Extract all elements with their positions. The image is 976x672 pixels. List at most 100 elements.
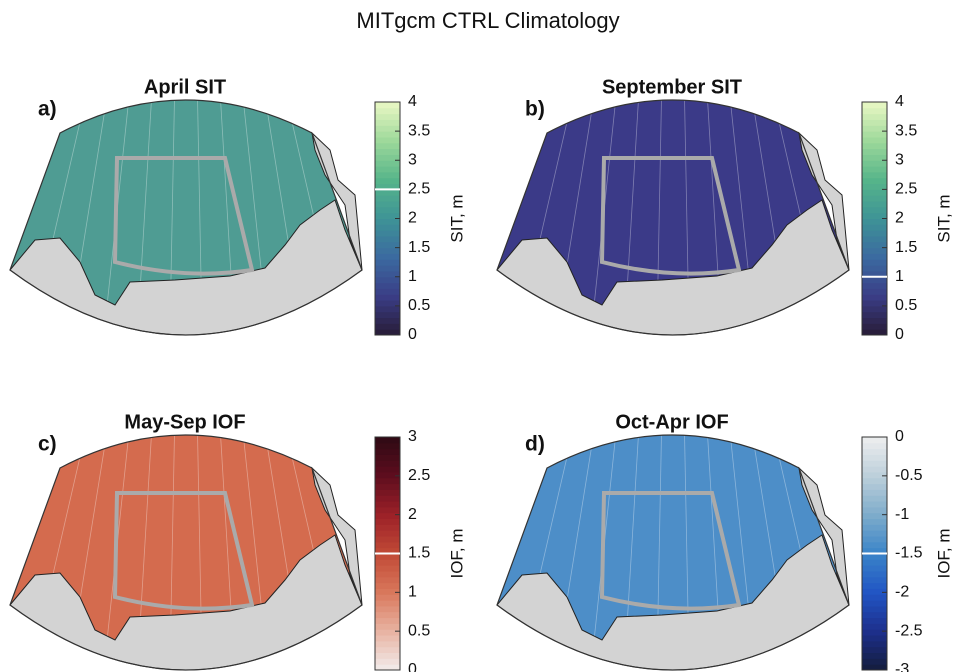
colorbar-tick-label: 2.5 [408,181,430,198]
colorbar-segment [375,635,400,642]
figure-title: MITgcm CTRL Climatology [356,8,619,33]
colorbar-segment [862,635,887,642]
colorbar-segment [375,323,400,330]
colorbar-tick-label: 3 [895,151,904,168]
colorbar-segment [862,206,887,214]
colorbar-segment [375,206,400,214]
colorbar-segment [862,646,887,654]
colorbar-segment [375,640,400,648]
colorbar-tick-label: 3.5 [408,122,430,139]
panel: b) September SIT 0 0.5 1 1.5 2 2.5 3 3.5 4 SIT, m [496,76,953,343]
colorbar-segment [375,224,400,231]
colorbar-segment [862,235,887,243]
colorbar-segment [375,442,400,450]
colorbar-tick-label: 3 [408,428,417,445]
colorbar-segment [375,460,400,467]
panel-title: Oct-Apr IOF [615,411,728,433]
panel-title: April SIT [144,76,226,98]
colorbar-tick-label: 1.5 [408,239,430,256]
panel: a) April SIT 0 0.5 1 1.5 2 2.5 3 3.5 4 SIT, m [9,76,466,343]
colorbar-segment [375,329,400,336]
colorbar-tick-label: 4 [408,93,417,110]
colorbar-segment [862,288,887,295]
colorbar-tick-label: 1 [895,268,904,285]
colorbar-segment [862,224,887,231]
colorbar-segment [375,288,400,295]
colorbar-segment [375,483,400,490]
colorbar-label: IOF, m [934,528,953,578]
colorbar-segment [375,300,400,307]
colorbar-segment [862,230,887,237]
colorbar-segment [862,541,887,549]
colorbar-segment [375,582,400,589]
colorbar-tick-label: 2 [895,210,904,227]
colorbar-segment [862,166,887,173]
colorbar-segment [862,536,887,543]
colorbar-segment [862,148,887,155]
colorbar-segment [375,524,400,531]
colorbar-tick-label: 2 [408,210,417,227]
colorbar-segment [375,454,400,461]
colorbar-segment [375,594,400,601]
colorbar-segment [862,201,887,208]
colorbar-segment [375,259,400,266]
colorbar-segment [375,241,400,249]
colorbar-tick-label: -3 [895,661,909,672]
colorbar-segment [375,276,400,284]
colorbar-segment [375,311,400,319]
colorbar-segment [375,218,400,225]
colorbar-segment [375,495,400,502]
colorbar-segment [375,154,400,161]
region-box [112,156,255,276]
colorbar-segment [375,489,400,496]
colorbar-segment [375,437,400,444]
colorbar-segment [375,588,400,595]
colorbar-segment [862,253,887,260]
panel-label: a) [38,98,57,121]
colorbar-segment [862,611,887,619]
colorbar-segment [375,247,400,254]
colorbar-segment [375,600,400,607]
colorbar-tick-label: 0 [895,326,904,343]
colorbar-segment [375,553,400,560]
colorbar-segment [862,466,887,473]
colorbar-segment [862,276,887,284]
colorbar-segment [375,658,400,665]
colorbar-segment [862,107,887,115]
colorbar-segment [862,617,887,624]
colorbar-segment [375,148,400,155]
panel-label: c) [38,433,57,456]
colorbar-segment [375,536,400,543]
colorbar-segment [375,448,400,455]
colorbar-segment [862,154,887,161]
panel: d) Oct-Apr IOF -3 -2.5 -2 -1.5 -1 -0.5 0 IOF, m [496,411,953,672]
colorbar-segment [375,102,400,109]
colorbar-label: SIT, m [934,194,953,242]
colorbar-segment [375,623,400,630]
colorbar-segment [862,131,887,138]
colorbar-segment [375,512,400,520]
colorbar-segment [862,437,887,444]
meridian [496,449,548,606]
panel: c) May-Sep IOF 0 0.5 1 1.5 2 2.5 3 IOF, m [9,411,466,672]
colorbar-segment [375,189,400,196]
colorbar-segment [375,195,400,202]
panel-label: d) [525,433,545,456]
colorbar-segment [862,171,887,179]
colorbar-segment [862,113,887,120]
colorbar-segment [375,282,400,289]
colorbar-tick-label: 2 [408,506,417,523]
colorbar-segment [862,300,887,307]
colorbar-segment [862,623,887,630]
colorbar-segment [375,160,400,167]
colorbar-tick-label: 2.5 [895,181,917,198]
colorbar-segment [375,611,400,619]
colorbar-tick-label: 0 [895,428,904,445]
colorbar-segment [862,600,887,607]
colorbar-segment [375,294,400,301]
colorbar-segment [375,230,400,237]
colorbar-segment [375,541,400,549]
colorbar-tick-label: 4 [895,93,904,110]
colorbar-tick-label: 1 [408,584,417,601]
